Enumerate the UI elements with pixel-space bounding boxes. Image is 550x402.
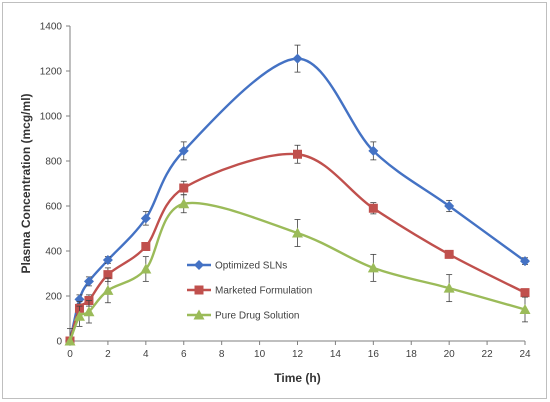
data-point xyxy=(102,284,114,295)
series-line xyxy=(68,57,526,342)
data-point xyxy=(368,203,378,213)
data-point xyxy=(140,213,151,224)
data-point xyxy=(443,282,455,293)
data-point xyxy=(519,304,531,314)
data-point xyxy=(64,335,76,346)
y-tick-label: 600 xyxy=(45,202,62,213)
data-point xyxy=(179,183,189,193)
y-tick-label: 400 xyxy=(45,247,62,258)
data-point xyxy=(141,242,151,251)
x-tick-label: 22 xyxy=(482,349,494,360)
data-point xyxy=(140,263,152,274)
y-tick-label: 800 xyxy=(45,157,62,168)
x-tick-label: 24 xyxy=(519,349,531,360)
x-tick-label: 8 xyxy=(219,349,225,360)
data-point xyxy=(367,262,379,273)
data-point xyxy=(83,276,94,287)
x-tick-label: 16 xyxy=(368,349,380,360)
x-tick-label: 0 xyxy=(67,349,73,360)
data-point xyxy=(293,149,302,159)
data-point xyxy=(178,198,190,209)
legend-swatch-marker xyxy=(194,260,204,270)
data-point xyxy=(102,255,113,265)
data-point xyxy=(444,249,454,259)
x-tick-label: 2 xyxy=(105,349,111,360)
data-point xyxy=(368,145,379,156)
data-point xyxy=(103,270,113,280)
series-0 xyxy=(65,44,530,346)
legend-item-1: Marketed Formulation xyxy=(187,285,312,297)
y-tick-label: 1200 xyxy=(40,67,63,78)
legend-item-0: Optimized SLNs xyxy=(187,260,287,272)
data-point xyxy=(83,306,95,317)
legend: Optimized SLNs Marketed Formulation Pure D… xyxy=(187,260,312,322)
series-layer xyxy=(64,44,531,346)
data-point xyxy=(178,145,189,156)
data-point xyxy=(520,288,530,298)
legend-swatch-marker xyxy=(193,309,205,320)
x-tick-label: 4 xyxy=(143,349,149,360)
x-tick-label: 20 xyxy=(444,349,456,360)
series-2 xyxy=(64,194,531,346)
x-axis-title: Time (h) xyxy=(274,371,320,385)
data-point xyxy=(292,227,303,238)
y-tick-label: 1400 xyxy=(40,22,63,33)
legend-swatch-marker xyxy=(194,285,204,295)
x-tick-label: 6 xyxy=(181,349,187,360)
legend-item-2: Pure Drug Solution xyxy=(187,309,300,322)
y-axis-title: Plasma Concentration (mcg/ml) xyxy=(19,93,33,273)
legend-label: Marketed Formulation xyxy=(215,286,312,297)
data-point xyxy=(73,310,85,321)
x-tick-label: 18 xyxy=(406,349,418,360)
legend-label: Optimized SLNs xyxy=(215,261,287,272)
x-tick-label: 10 xyxy=(254,349,266,360)
data-point xyxy=(292,53,303,64)
y-tick-label: 200 xyxy=(45,292,62,303)
data-point xyxy=(520,256,530,267)
x-tick-label: 14 xyxy=(330,349,342,360)
y-tick-label: 0 xyxy=(56,337,62,348)
y-tick-label: 1000 xyxy=(40,112,63,123)
data-point xyxy=(444,201,455,211)
x-tick-label: 12 xyxy=(292,349,304,360)
legend-label: Pure Drug Solution xyxy=(215,311,300,322)
